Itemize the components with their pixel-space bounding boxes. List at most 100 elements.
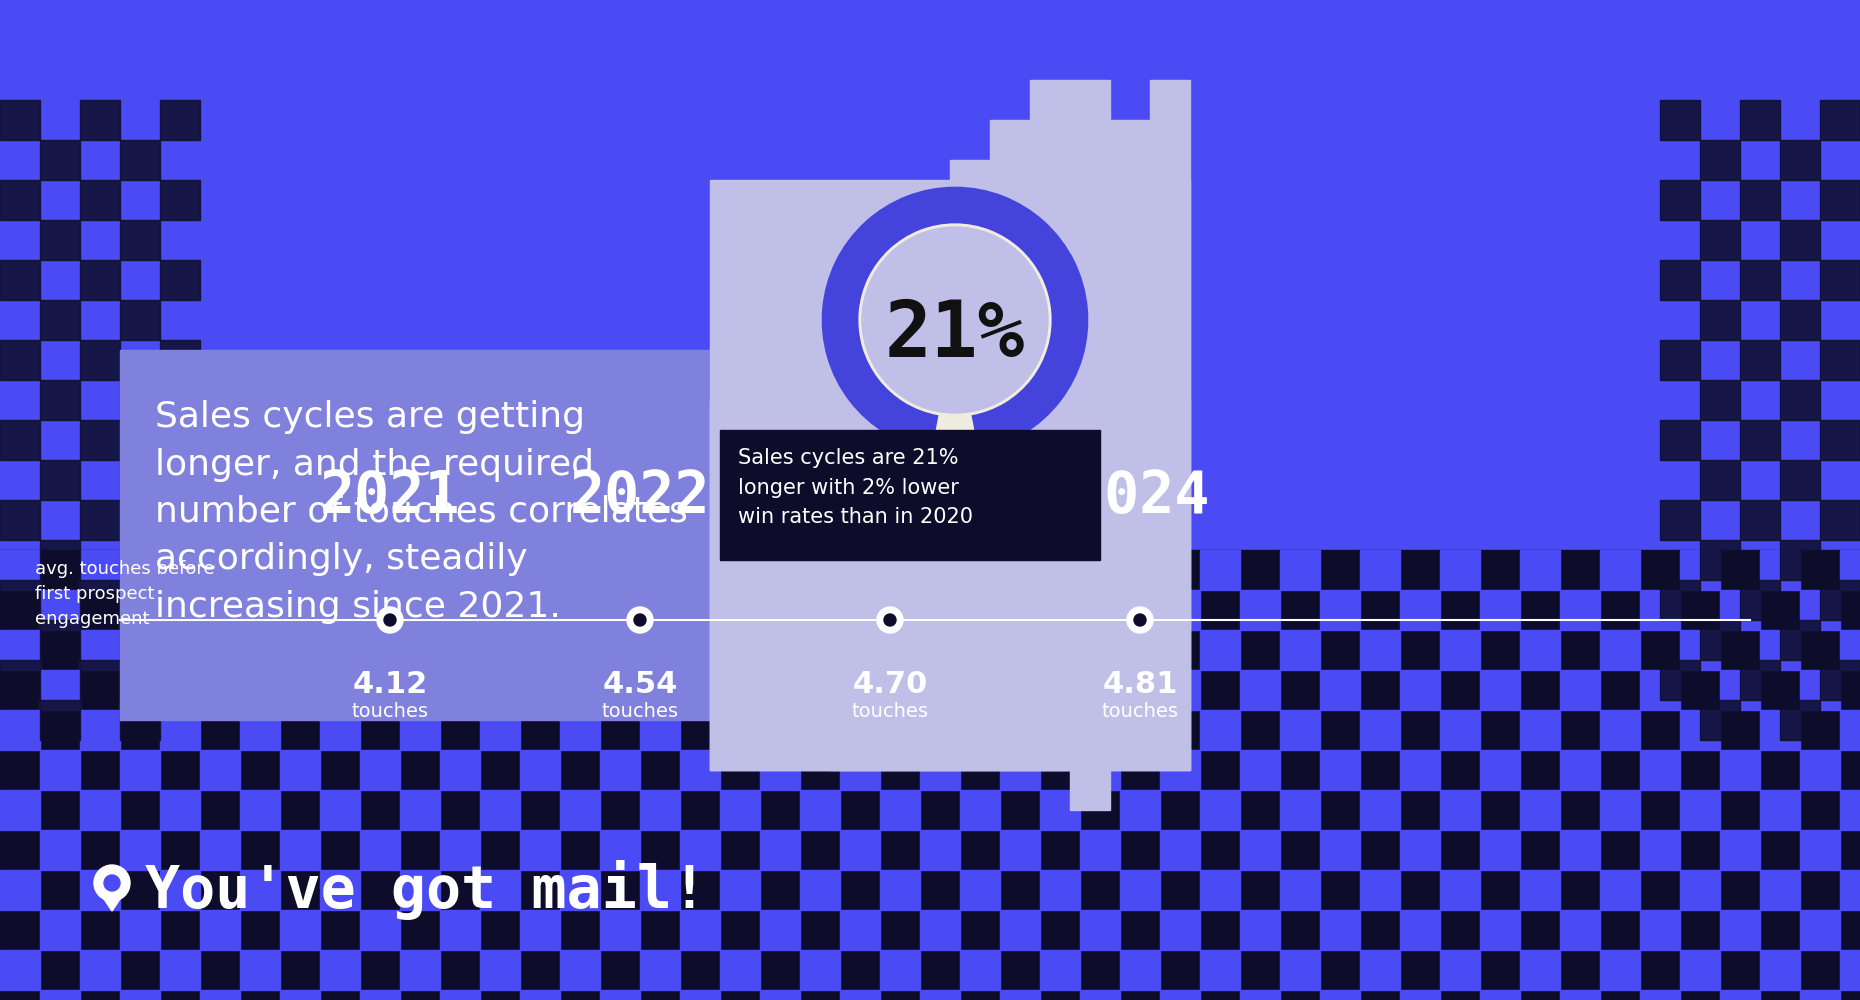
Bar [681, 750, 720, 790]
Bar [1280, 710, 1321, 750]
Bar [761, 830, 800, 870]
Bar [681, 670, 720, 710]
Bar [480, 710, 521, 750]
Bar [0, 180, 41, 220]
Bar [201, 830, 240, 870]
Bar [1401, 670, 1440, 710]
Bar [121, 350, 711, 720]
Circle shape [841, 205, 1070, 435]
Bar [400, 710, 441, 750]
Bar [720, 790, 761, 830]
Bar [1720, 910, 1760, 950]
Bar [1641, 590, 1680, 630]
Bar [121, 700, 160, 740]
Bar [1680, 870, 1721, 910]
Bar [761, 910, 800, 950]
Bar [880, 630, 921, 670]
Bar [441, 830, 480, 870]
Bar [1641, 910, 1680, 950]
Bar [240, 870, 281, 910]
Bar [400, 950, 441, 990]
Bar [480, 790, 521, 830]
Bar [41, 380, 80, 420]
Bar [521, 910, 560, 950]
Text: 4.54: 4.54 [603, 670, 677, 699]
Text: 21%: 21% [885, 297, 1025, 373]
Bar [1680, 710, 1721, 750]
Circle shape [878, 607, 902, 633]
Bar [1780, 300, 1819, 340]
Circle shape [627, 607, 653, 633]
Bar [950, 160, 990, 770]
Bar [1481, 990, 1520, 1000]
Bar [1600, 550, 1641, 590]
Bar [640, 630, 681, 670]
Bar [560, 870, 601, 910]
Bar [41, 140, 80, 180]
Bar [1739, 180, 1780, 220]
Bar [880, 550, 921, 590]
Bar [1110, 120, 1149, 770]
Bar [640, 870, 681, 910]
Bar [1120, 950, 1161, 990]
Bar [1780, 620, 1819, 660]
Bar [121, 140, 160, 180]
Bar [1001, 990, 1040, 1000]
Bar [1081, 750, 1120, 790]
Text: touches: touches [1101, 702, 1179, 721]
Bar [1070, 160, 1110, 770]
Bar [1161, 830, 1200, 870]
Bar [41, 830, 80, 870]
Bar [1600, 710, 1641, 750]
Bar [1040, 870, 1081, 910]
Bar [1520, 710, 1561, 750]
Bar [560, 550, 601, 590]
Bar [1700, 140, 1739, 180]
Bar [1200, 550, 1241, 590]
Bar [281, 670, 320, 710]
Bar [1161, 750, 1200, 790]
Bar [1739, 660, 1780, 700]
Bar [320, 950, 361, 990]
Bar [1819, 100, 1860, 140]
Bar [281, 910, 320, 950]
Bar [80, 260, 121, 300]
Bar [201, 910, 240, 950]
Bar [521, 830, 560, 870]
Bar [870, 240, 910, 770]
Bar [1780, 540, 1819, 580]
Bar [1321, 670, 1360, 710]
Text: touches: touches [852, 702, 928, 721]
Bar [1739, 100, 1780, 140]
Bar [41, 700, 80, 740]
Bar [1840, 870, 1860, 910]
Bar [80, 420, 121, 460]
Bar [160, 630, 201, 670]
Bar [960, 710, 1001, 750]
Bar [1241, 990, 1280, 1000]
Text: 4.81: 4.81 [1103, 670, 1177, 699]
Bar [1120, 550, 1161, 590]
Bar [41, 620, 80, 660]
Bar [560, 630, 601, 670]
Bar [1440, 550, 1481, 590]
Bar [41, 750, 80, 790]
Bar [910, 200, 950, 770]
Bar [0, 500, 41, 540]
Bar [160, 580, 201, 620]
Bar [1659, 340, 1700, 380]
Bar [160, 660, 201, 700]
Bar [1321, 750, 1360, 790]
Bar [1700, 700, 1739, 740]
Bar [1241, 830, 1280, 870]
Bar [521, 990, 560, 1000]
Text: touches: touches [601, 702, 679, 721]
Bar [160, 790, 201, 830]
Bar [400, 870, 441, 910]
Bar [361, 590, 400, 630]
Bar [1481, 670, 1520, 710]
Bar [1200, 790, 1241, 830]
Bar [880, 790, 921, 830]
Bar [1720, 590, 1760, 630]
Bar [1760, 710, 1800, 750]
